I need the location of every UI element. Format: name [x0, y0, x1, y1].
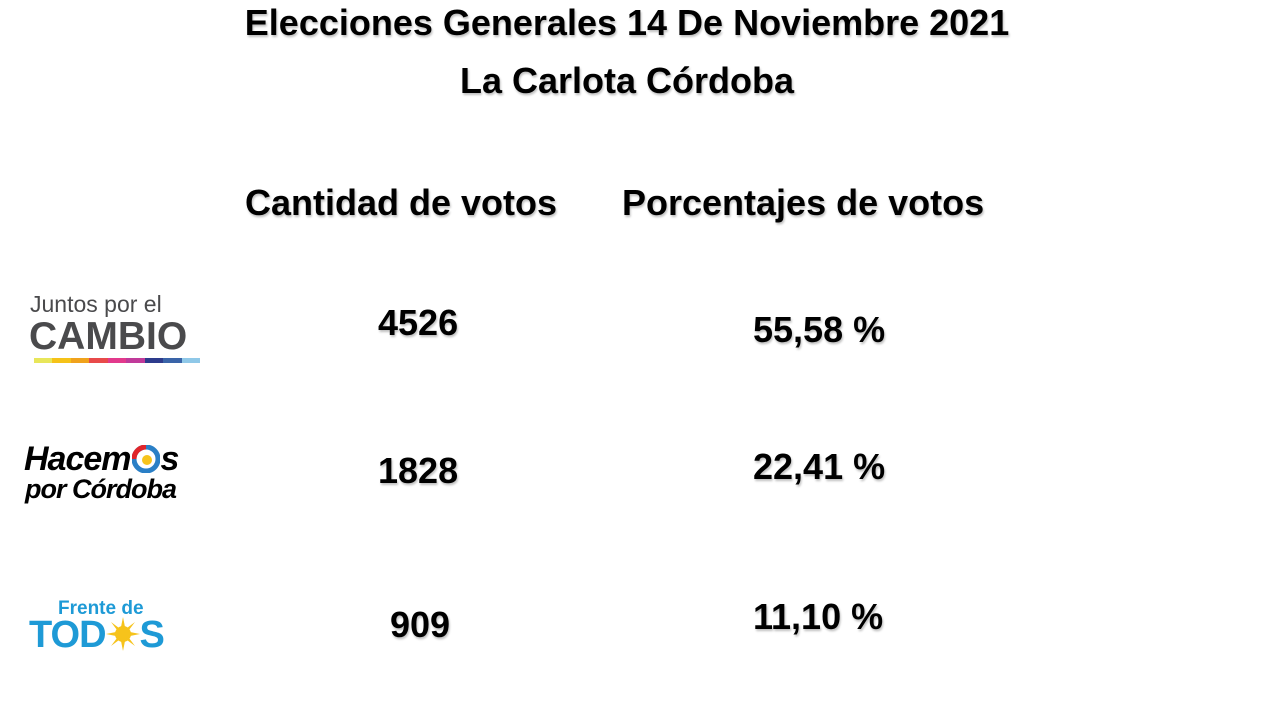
logo-text: por Córdoba [25, 474, 177, 504]
stripe-segment [126, 358, 145, 363]
percent-value: 22,41 % [753, 446, 886, 487]
title-line-2: La Carlota Córdoba [459, 60, 795, 101]
votes-value: 4526 [378, 302, 459, 343]
sun-icon [105, 617, 140, 651]
circle-emblem-icon [131, 444, 161, 474]
stripe-segment [181, 358, 200, 363]
percent-value: 11,10 % [753, 596, 884, 637]
stripe-segment [107, 358, 127, 363]
stripe-segment [144, 358, 164, 363]
stripe-segment [34, 358, 53, 363]
header-votes: Cantidad de votos [245, 182, 558, 223]
logo-text: Juntos por el [30, 291, 162, 317]
stripe-segment [70, 358, 90, 363]
stripe-segment [89, 358, 108, 363]
logo-text: Hacem s [24, 440, 179, 478]
title-line-1: Elecciones Generales 14 De Noviembre 202… [244, 2, 1010, 43]
logo-text: Frente de [58, 598, 144, 619]
logo-text: TOD S [29, 614, 165, 656]
votes-value: 909 [390, 604, 451, 645]
header-percent: Porcentajes de votos [622, 182, 985, 223]
stripe-segment [163, 358, 182, 363]
logo-text: CAMBIO [29, 315, 188, 358]
stripe-segment [52, 358, 71, 363]
color-stripe [34, 358, 200, 363]
percent-value: 55,58 % [753, 309, 886, 350]
votes-value: 1828 [378, 450, 459, 491]
